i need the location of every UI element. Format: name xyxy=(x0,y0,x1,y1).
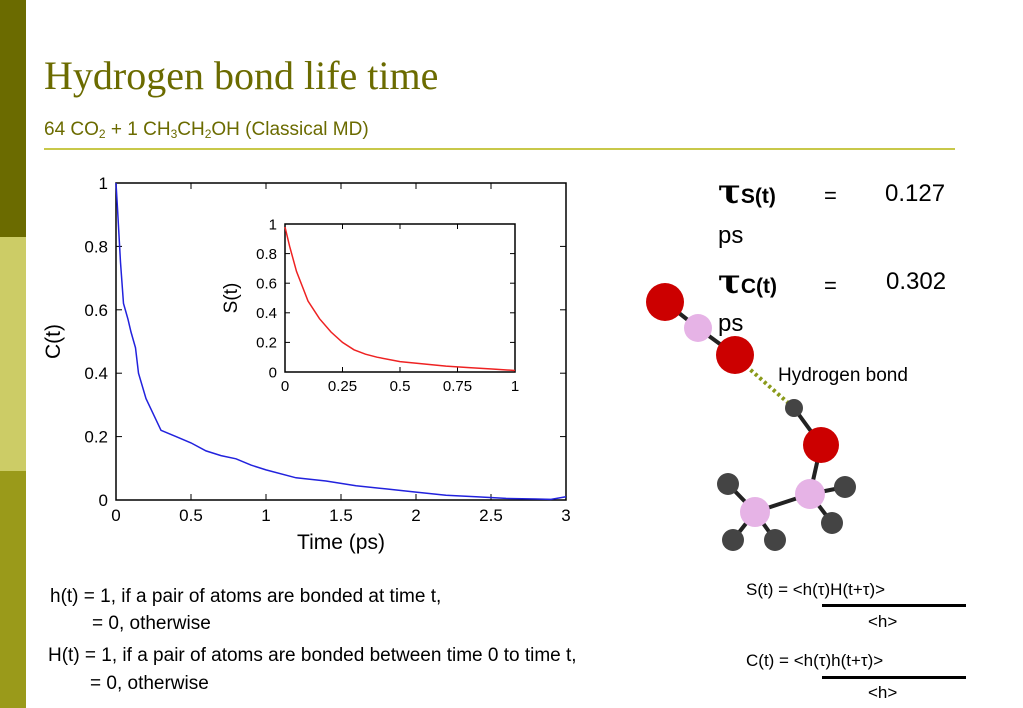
correlation-chart: 0 0.5 1 1.5 2 2.5 3 0 0.2 0.4 0.6 0.8 1 Time (ps) C(t)… xyxy=(42,174,571,554)
main-y-tick-label: 0.4 xyxy=(84,364,108,383)
tau-c-value: 0.302 xyxy=(886,268,947,295)
s-formula-bar xyxy=(822,604,966,607)
main-x-tick-label: 2.5 xyxy=(479,506,503,525)
hydrogen-atom xyxy=(717,473,739,495)
tau-s-value: 0.127 xyxy=(885,180,946,207)
c-formula-bar xyxy=(822,676,966,679)
side-bar-dark xyxy=(0,0,26,237)
main-x-tick-label: 1 xyxy=(261,506,270,525)
inset-y-tick-label: 0.6 xyxy=(256,275,277,292)
inset-y-tick-label: 0.4 xyxy=(256,305,277,322)
inset-x-tick-label: 0.25 xyxy=(328,378,357,395)
molecule-diagram xyxy=(646,283,856,551)
side-bar-light xyxy=(0,237,26,471)
carbon-atom xyxy=(795,479,825,509)
tau-c-label: τC(t) xyxy=(718,262,778,302)
inset-y-tick-label: 1 xyxy=(269,216,277,233)
main-x-tick-label: 1.5 xyxy=(329,506,353,525)
c-formula-denominator: <h> xyxy=(868,683,898,702)
slide-subtitle: 64 CO2 + 1 CH3CH2OH (Classical MD) xyxy=(44,119,369,141)
inset-y-tick-label: 0.2 xyxy=(256,335,277,352)
hydrogen-atom xyxy=(722,529,744,551)
H-definition-line1: H(t) = 1, if a pair of atoms are bonded … xyxy=(48,645,577,666)
inset-x-tick-label: 0.5 xyxy=(390,378,411,395)
main-series-line xyxy=(115,182,567,501)
carbon-atom xyxy=(740,497,770,527)
hydrogen-atom xyxy=(764,529,786,551)
hydrogen-atom xyxy=(821,512,843,534)
H-definition-line2: = 0, otherwise xyxy=(90,673,209,694)
s-formula-numerator: S(t) = <h(τ)H(t+τ)> xyxy=(746,580,886,599)
inset-x-tick-label: 1 xyxy=(511,378,519,395)
hydrogen-atom xyxy=(785,399,803,417)
tau-c-unit: ps xyxy=(718,310,744,337)
inset-x-tick-label: 0.75 xyxy=(443,378,472,395)
tau-s-label: τS(t) xyxy=(718,172,776,212)
inset-y-axis-label: S(t) xyxy=(221,283,242,314)
oxygen-atom xyxy=(803,427,839,463)
main-y-tick-label: 0 xyxy=(99,491,108,510)
c-formula-numerator: C(t) = <h(τ)h(t+τ)> xyxy=(746,651,884,670)
inset-series-line xyxy=(284,226,516,372)
h-definition-line2: = 0, otherwise xyxy=(92,613,211,634)
title-rule xyxy=(44,148,955,150)
oxygen-atom xyxy=(646,283,684,321)
inset-y-tick-label: 0.8 xyxy=(256,246,277,263)
main-y-tick-label: 0.2 xyxy=(84,428,108,447)
h-definition-line1: h(t) = 1, if a pair of atoms are bonded … xyxy=(50,586,442,607)
slide-title: Hydrogen bond life time xyxy=(44,53,439,98)
tau-s-equals: = xyxy=(824,183,837,208)
main-y-axis-label: C(t) xyxy=(42,324,65,359)
inset-x-tick-label: 0 xyxy=(281,378,289,395)
main-x-tick-label: 0.5 xyxy=(179,506,203,525)
inset-y-tick-label: 0 xyxy=(269,364,277,381)
hydrogen-atom xyxy=(834,476,856,498)
carbon-atom xyxy=(684,314,712,342)
main-x-tick-label: 0 xyxy=(111,506,120,525)
tau-s-unit: ps xyxy=(718,222,744,249)
side-bar-mid xyxy=(0,471,26,708)
main-y-tick-label: 1 xyxy=(99,174,108,193)
inset-plot: 0 0.25 0.5 0.75 1 0 0.2 0.4 0.6 0.8 1 S(t) xyxy=(221,216,519,395)
inset-frame xyxy=(284,223,516,373)
main-x-tick-label: 2 xyxy=(411,506,420,525)
tau-c-equals: = xyxy=(824,273,837,298)
hydrogen-bond-label: Hydrogen bond xyxy=(778,365,908,386)
main-x-tick-label: 3 xyxy=(561,506,570,525)
main-x-axis-label: Time (ps) xyxy=(297,531,385,554)
main-y-tick-label: 0.6 xyxy=(84,301,108,320)
s-formula-denominator: <h> xyxy=(868,612,898,631)
oxygen-atom xyxy=(716,336,754,374)
main-y-tick-label: 0.8 xyxy=(84,237,108,256)
